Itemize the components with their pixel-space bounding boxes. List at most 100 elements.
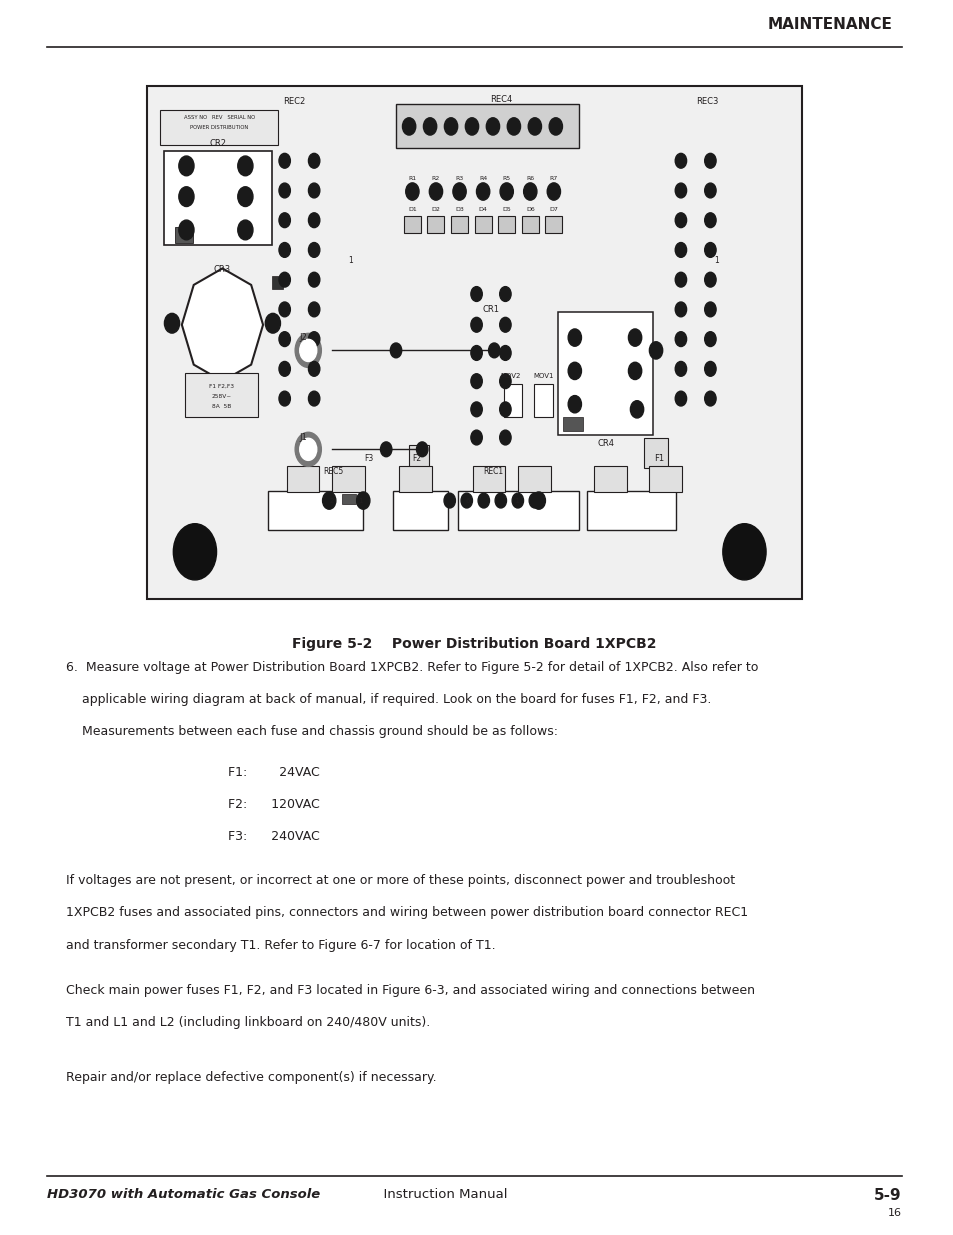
Bar [174, 227, 193, 243]
Circle shape [278, 242, 290, 257]
Circle shape [443, 493, 455, 508]
Circle shape [499, 374, 511, 389]
Circle shape [523, 183, 537, 200]
Circle shape [308, 242, 319, 257]
Text: REC2: REC2 [283, 98, 305, 106]
Circle shape [294, 432, 321, 467]
Text: F1 F2,F3: F1 F2,F3 [209, 384, 234, 389]
Circle shape [532, 492, 545, 509]
Circle shape [308, 183, 319, 198]
Circle shape [499, 430, 511, 445]
Bar [521, 216, 538, 232]
Text: 16: 16 [887, 1208, 901, 1218]
Circle shape [265, 314, 280, 333]
Circle shape [675, 332, 686, 347]
Text: F3: F3 [363, 453, 373, 463]
Circle shape [499, 287, 511, 301]
Text: T1 and L1 and L2 (including linkboard on 240/480V units).: T1 and L1 and L2 (including linkboard on… [67, 1016, 430, 1030]
Text: 6                    1: 6 1 [465, 498, 519, 504]
Text: 1: 1 [714, 256, 719, 266]
Text: CR4: CR4 [597, 440, 614, 448]
Circle shape [278, 212, 290, 227]
Circle shape [294, 333, 321, 368]
Circle shape [322, 492, 335, 509]
Bar [395, 105, 578, 148]
Circle shape [402, 117, 416, 135]
Circle shape [237, 220, 253, 240]
Circle shape [628, 362, 641, 379]
Circle shape [429, 183, 442, 200]
Bar [497, 216, 515, 232]
Circle shape [471, 287, 482, 301]
Circle shape [568, 329, 581, 346]
Circle shape [568, 362, 581, 379]
Circle shape [704, 212, 716, 227]
Text: REC3: REC3 [695, 98, 718, 106]
Circle shape [495, 493, 506, 508]
Circle shape [528, 117, 541, 135]
Bar [472, 466, 505, 493]
Circle shape [675, 391, 686, 406]
Text: CR3: CR3 [213, 266, 231, 274]
Text: F3:      240VAC: F3: 240VAC [228, 830, 319, 844]
Circle shape [405, 183, 418, 200]
Bar [562, 417, 582, 431]
Circle shape [499, 346, 511, 361]
Circle shape [380, 442, 392, 457]
Bar [399, 466, 432, 493]
Circle shape [549, 117, 562, 135]
Text: Measurements between each fuse and chassis ground should be as follows:: Measurements between each fuse and chass… [67, 725, 558, 739]
Text: Figure 5-2    Power Distribution Board 1XPCB2: Figure 5-2 Power Distribution Board 1XPC… [292, 637, 657, 651]
Bar [474, 216, 491, 232]
Circle shape [704, 391, 716, 406]
Circle shape [308, 362, 319, 377]
Circle shape [628, 329, 641, 346]
Circle shape [704, 332, 716, 347]
Bar [286, 466, 319, 493]
Text: MAINTENANCE: MAINTENANCE [766, 17, 891, 32]
Text: D2: D2 [431, 207, 440, 212]
Circle shape [675, 362, 686, 377]
Circle shape [416, 442, 428, 457]
Circle shape [308, 153, 319, 168]
Circle shape [675, 153, 686, 168]
Text: J2: J2 [299, 333, 307, 342]
Text: F1:        24VAC: F1: 24VAC [228, 766, 319, 779]
Text: D1: D1 [408, 207, 416, 212]
Bar [558, 312, 653, 435]
Circle shape [547, 183, 560, 200]
Bar [594, 466, 626, 493]
Text: 2           1: 2 1 [330, 498, 363, 504]
Circle shape [278, 332, 290, 347]
Circle shape [278, 362, 290, 377]
Circle shape [675, 212, 686, 227]
Circle shape [486, 117, 499, 135]
Text: J1: J1 [299, 433, 307, 442]
Bar [341, 494, 355, 504]
Text: REC5: REC5 [323, 467, 344, 477]
Text: 1: 1 [348, 256, 353, 266]
Bar [393, 492, 448, 530]
Text: R3: R3 [455, 177, 463, 182]
Circle shape [178, 156, 193, 175]
Text: Check main power fuses F1, F2, and F3 located in Figure 6-3, and associated wiri: Check main power fuses F1, F2, and F3 lo… [67, 984, 755, 998]
Circle shape [675, 183, 686, 198]
Bar [649, 466, 681, 493]
Text: 5-9: 5-9 [873, 1188, 901, 1203]
Text: POWER DISTRIBUTION: POWER DISTRIBUTION [190, 125, 248, 130]
Text: ASSY NO   REV   SERIAL NO: ASSY NO REV SERIAL NO [183, 115, 254, 120]
Text: Instruction Manual: Instruction Manual [375, 1188, 507, 1202]
Circle shape [278, 303, 290, 317]
Circle shape [704, 272, 716, 287]
Text: R1: R1 [408, 177, 416, 182]
Text: CR1: CR1 [482, 305, 499, 314]
Circle shape [488, 343, 499, 358]
Circle shape [471, 374, 482, 389]
Circle shape [471, 317, 482, 332]
Text: R6: R6 [526, 177, 534, 182]
Circle shape [278, 153, 290, 168]
Text: MOV2: MOV2 [500, 373, 520, 379]
Circle shape [476, 183, 489, 200]
Circle shape [237, 156, 253, 175]
Bar [517, 466, 551, 493]
